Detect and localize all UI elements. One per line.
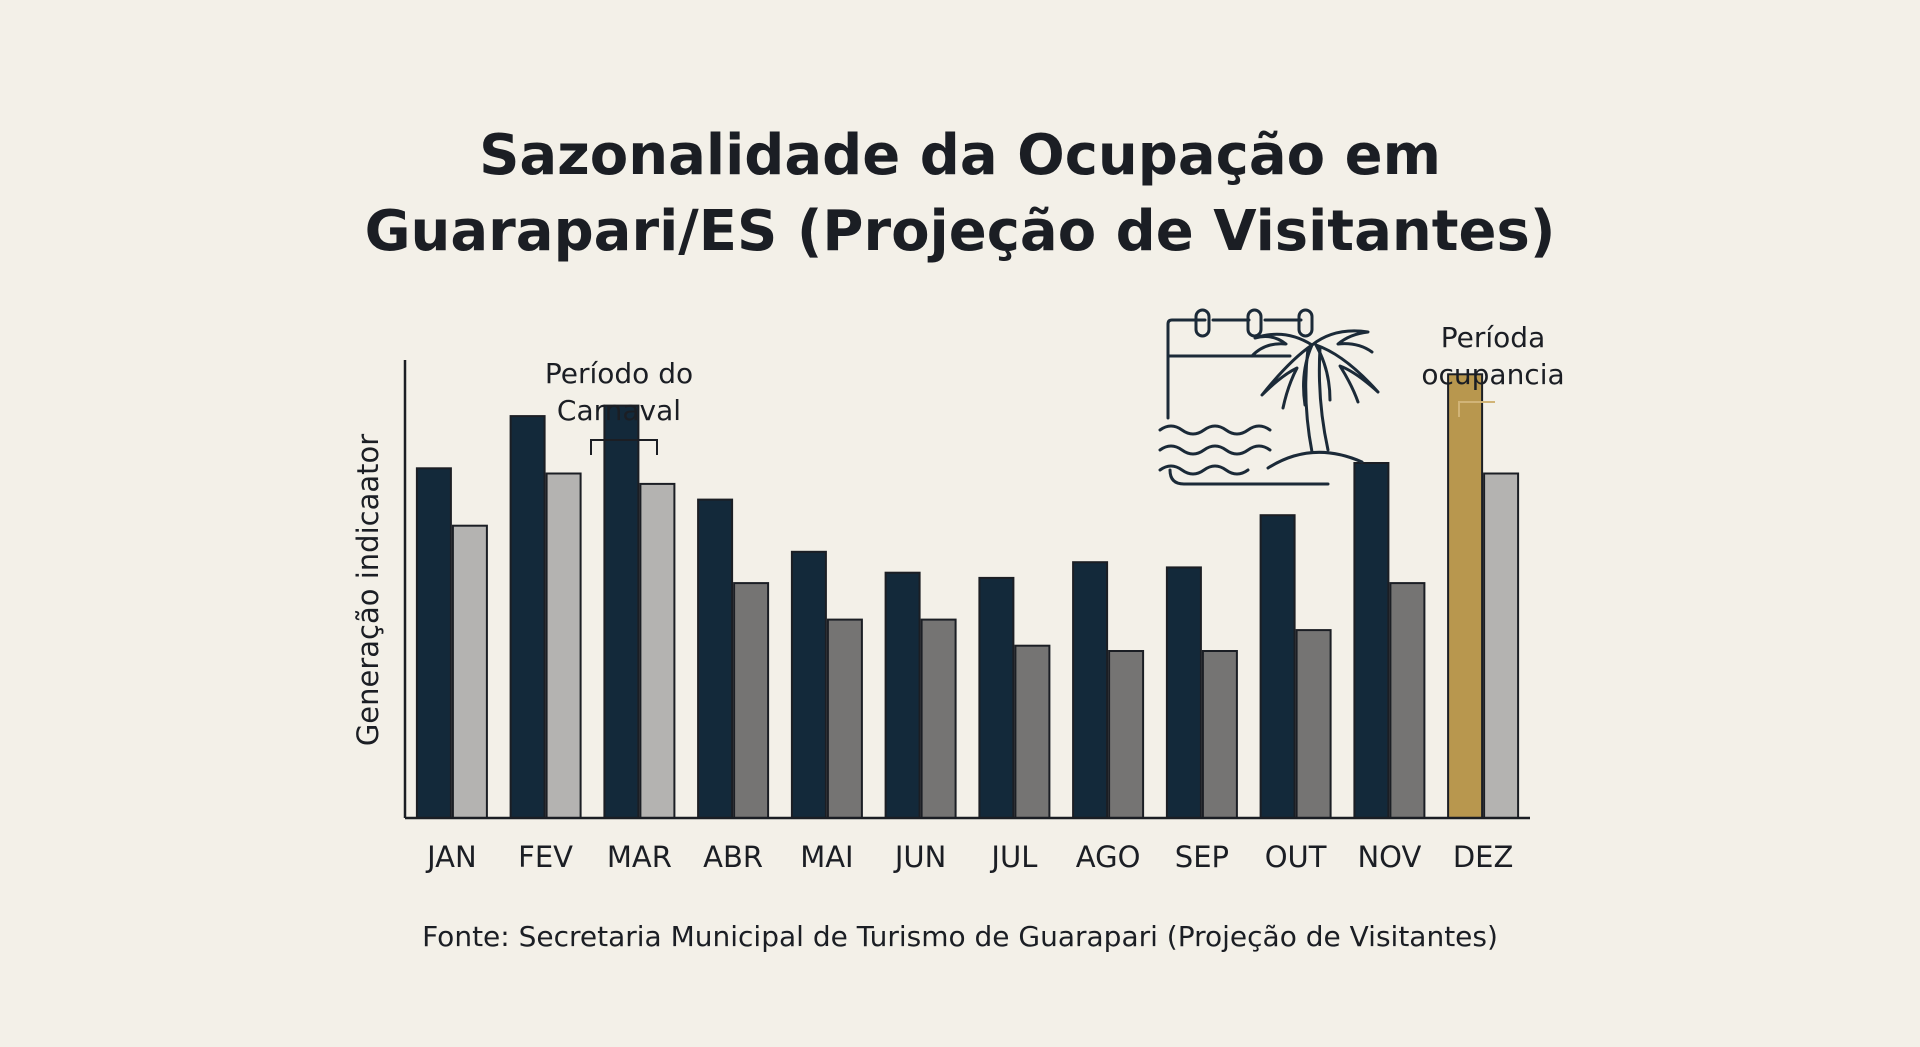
chart-title-line-1: Sazonalidade da Ocupação em <box>479 123 1441 188</box>
peak-bracket <box>1458 401 1495 417</box>
x-tick-label-mar: MAR <box>607 840 672 874</box>
bar-out-series-2 <box>1295 629 1332 819</box>
x-tick-label-dez: DEZ <box>1453 840 1514 874</box>
x-tick-label-nov: NOV <box>1357 840 1421 874</box>
bar-mai-series-2 <box>826 618 863 819</box>
bar-abr-series-2 <box>733 582 770 819</box>
peak-annotation-line-1: Períoda <box>1441 321 1545 354</box>
bar-jan-series-2 <box>451 524 488 819</box>
x-tick-label-jul: JUL <box>989 840 1037 874</box>
bar-jun-series-1 <box>884 571 921 820</box>
x-tick-label-abr: ABR <box>703 840 763 874</box>
bar-nov-series-1 <box>1353 462 1390 819</box>
x-tick-label-out: OUT <box>1265 840 1327 874</box>
bar-fev-series-1 <box>509 415 546 819</box>
bar-jul-series-2 <box>1014 644 1051 820</box>
chart-title-line-2: Guarapari/ES (Projeção de Visitantes) <box>364 199 1556 264</box>
chart-title: Sazonalidade da Ocupação em Guarapari/ES… <box>0 118 1920 270</box>
bar-sep-series-2 <box>1201 650 1238 819</box>
bar-jun-series-2 <box>920 618 957 819</box>
calendar-palm-beach-icon <box>1158 308 1380 486</box>
bar-fev-series-2 <box>545 472 582 819</box>
bar-dez-series-2 <box>1483 472 1520 819</box>
carnaval-annotation-line-2: Carnaval <box>557 394 681 427</box>
x-tick-label-ago: AGO <box>1076 840 1141 874</box>
x-tick-label-mai: MAI <box>800 840 853 874</box>
bar-ago-series-2 <box>1108 650 1145 819</box>
x-tick-label-sep: SEP <box>1175 840 1229 874</box>
bar-ago-series-1 <box>1072 561 1109 820</box>
peak-annotation-line-2: ocupancia <box>1421 358 1564 391</box>
x-tick-label-jan: JAN <box>425 840 477 874</box>
x-tick-label-fev: FEV <box>518 840 573 874</box>
y-axis-label: Generação indicaator <box>351 434 385 746</box>
bars-group <box>415 373 1520 820</box>
x-tick-label-jun: JUN <box>893 840 946 874</box>
bar-mar-series-2 <box>639 482 676 819</box>
chart-source: Fonte: Secretaria Municipal de Turismo d… <box>422 920 1498 953</box>
bar-mai-series-1 <box>790 550 827 819</box>
carnaval-annotation-line-1: Período do <box>545 357 693 390</box>
bar-abr-series-1 <box>697 498 734 819</box>
bar-dez-series-1 <box>1447 373 1484 819</box>
bar-out-series-1 <box>1259 514 1296 819</box>
x-tick-labels: JAN FEV MAR ABR MAI JUN JUL AGO SEP OUT NOV DEZ <box>425 840 1513 874</box>
bar-sep-series-1 <box>1165 566 1202 820</box>
carnaval-bracket <box>590 439 658 455</box>
bar-mar-series-1 <box>603 404 640 819</box>
bar-jul-series-1 <box>978 576 1015 820</box>
bar-jan-series-1 <box>415 467 452 819</box>
bar-nov-series-2 <box>1389 582 1426 819</box>
